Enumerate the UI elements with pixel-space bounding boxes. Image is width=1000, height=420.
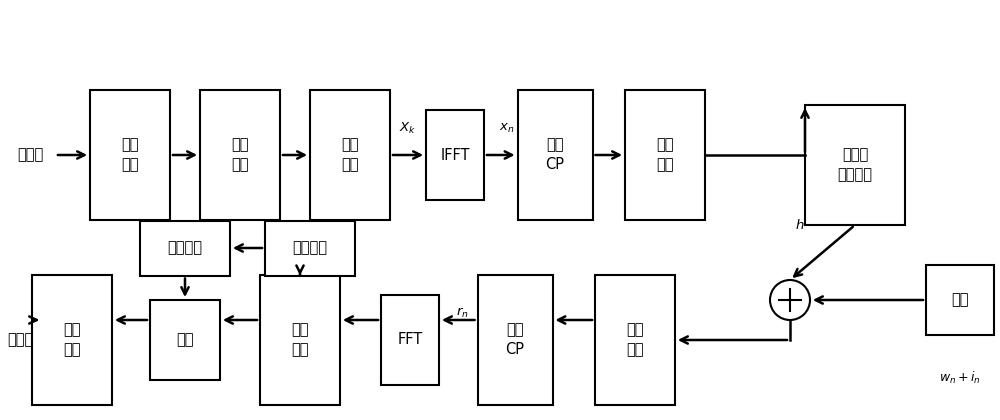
Text: 均衡: 均衡 [176, 333, 194, 347]
Text: 插入
CP: 插入 CP [546, 138, 564, 172]
Text: 接收端: 接收端 [7, 333, 33, 347]
Bar [200, 90, 280, 220]
Text: $x_n$: $x_n$ [499, 121, 515, 134]
Text: FFT: FFT [397, 333, 423, 347]
Text: 并串
转换: 并串 转换 [291, 323, 309, 357]
Bar [140, 220, 230, 276]
Bar [518, 90, 592, 220]
Text: IFFT: IFFT [440, 147, 470, 163]
Bar [478, 275, 552, 405]
Text: 并串
转换: 并串 转换 [626, 323, 644, 357]
Bar [260, 275, 340, 405]
Text: 提取导频: 提取导频 [292, 241, 328, 255]
Bar [150, 300, 220, 380]
Bar [595, 275, 675, 405]
Text: $w_n + i_n$: $w_n + i_n$ [939, 370, 981, 386]
Text: 串并
转换: 串并 转换 [231, 138, 249, 172]
Bar [926, 265, 994, 335]
Text: 基带
调制: 基带 调制 [121, 138, 139, 172]
Bar [805, 105, 905, 225]
Bar [381, 295, 439, 385]
Text: 电力线
多径信道: 电力线 多径信道 [838, 147, 872, 182]
Text: 信道估计: 信道估计 [168, 241, 202, 255]
Text: 去除
CP: 去除 CP [506, 323, 524, 357]
Text: 噪声: 噪声 [951, 292, 969, 307]
Text: 插入
导频: 插入 导频 [341, 138, 359, 172]
Text: 发送端: 发送端 [17, 147, 43, 163]
Text: $h$: $h$ [795, 218, 805, 232]
Bar [426, 110, 484, 200]
Text: $r_n$: $r_n$ [456, 306, 468, 320]
Bar [265, 220, 355, 276]
Text: 基带
解调: 基带 解调 [63, 323, 81, 357]
Bar [625, 90, 705, 220]
Circle shape [770, 280, 810, 320]
Text: 串并
转换: 串并 转换 [656, 138, 674, 172]
Bar [32, 275, 112, 405]
Text: $X_k$: $X_k$ [399, 121, 417, 136]
Bar [310, 90, 390, 220]
Bar [90, 90, 170, 220]
